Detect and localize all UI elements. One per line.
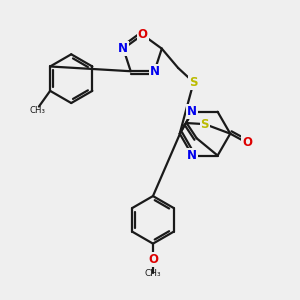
Text: N: N xyxy=(188,149,197,162)
Text: O: O xyxy=(242,136,252,149)
Text: O: O xyxy=(138,28,148,41)
Text: N: N xyxy=(118,42,128,55)
Text: S: S xyxy=(189,76,198,89)
Text: CH₃: CH₃ xyxy=(29,106,45,115)
Text: N: N xyxy=(188,105,197,118)
Text: O: O xyxy=(148,253,158,266)
Text: N: N xyxy=(149,65,159,78)
Text: CH₃: CH₃ xyxy=(145,269,161,278)
Text: S: S xyxy=(201,118,209,130)
